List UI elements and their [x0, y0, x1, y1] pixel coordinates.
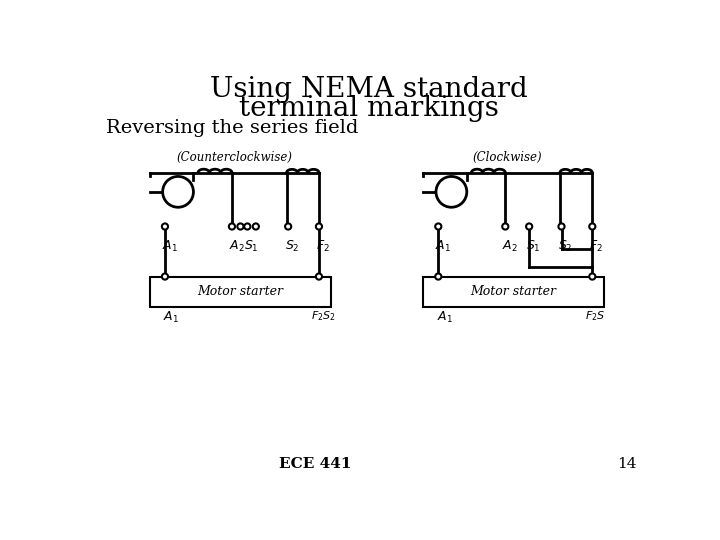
Text: (Counterclockwise): (Counterclockwise) — [176, 151, 292, 164]
Text: $A_2$: $A_2$ — [503, 239, 518, 254]
Circle shape — [436, 177, 467, 207]
Circle shape — [503, 224, 508, 230]
Text: $A_2$: $A_2$ — [229, 239, 245, 254]
Text: $S_1$: $S_1$ — [526, 239, 541, 254]
Text: $S_2$: $S_2$ — [559, 239, 573, 254]
Text: $F_2$: $F_2$ — [589, 239, 603, 254]
Text: $S_2$: $S_2$ — [285, 239, 300, 254]
Circle shape — [589, 273, 595, 280]
Text: ECE 441: ECE 441 — [279, 457, 351, 471]
Text: Reversing the series field: Reversing the series field — [106, 119, 358, 137]
Text: $F_2 S_2$: $F_2 S_2$ — [311, 309, 336, 323]
Circle shape — [285, 224, 291, 230]
Circle shape — [526, 224, 532, 230]
Circle shape — [435, 273, 441, 280]
Circle shape — [559, 224, 564, 230]
Circle shape — [244, 224, 251, 230]
Text: $A_1$: $A_1$ — [435, 239, 451, 254]
Circle shape — [229, 224, 235, 230]
Circle shape — [162, 224, 168, 230]
Circle shape — [253, 224, 259, 230]
Circle shape — [163, 177, 194, 207]
Text: $F_2$: $F_2$ — [316, 239, 330, 254]
Text: $F_2 S$: $F_2 S$ — [585, 309, 605, 323]
Circle shape — [435, 224, 441, 230]
Circle shape — [316, 224, 322, 230]
Text: $S_1$: $S_1$ — [244, 239, 259, 254]
Circle shape — [238, 224, 243, 230]
Text: (Clockwise): (Clockwise) — [473, 151, 542, 164]
Text: Motor starter: Motor starter — [470, 286, 557, 299]
Text: $A_1$: $A_1$ — [437, 309, 453, 325]
Text: $A_1$: $A_1$ — [163, 309, 179, 325]
Circle shape — [589, 224, 595, 230]
Text: $A_1$: $A_1$ — [162, 239, 178, 254]
Text: 14: 14 — [617, 457, 636, 471]
Text: Using NEMA standard: Using NEMA standard — [210, 76, 528, 103]
Text: Motor starter: Motor starter — [197, 286, 283, 299]
Text: terminal markings: terminal markings — [239, 95, 499, 122]
Circle shape — [162, 273, 168, 280]
Circle shape — [316, 273, 322, 280]
